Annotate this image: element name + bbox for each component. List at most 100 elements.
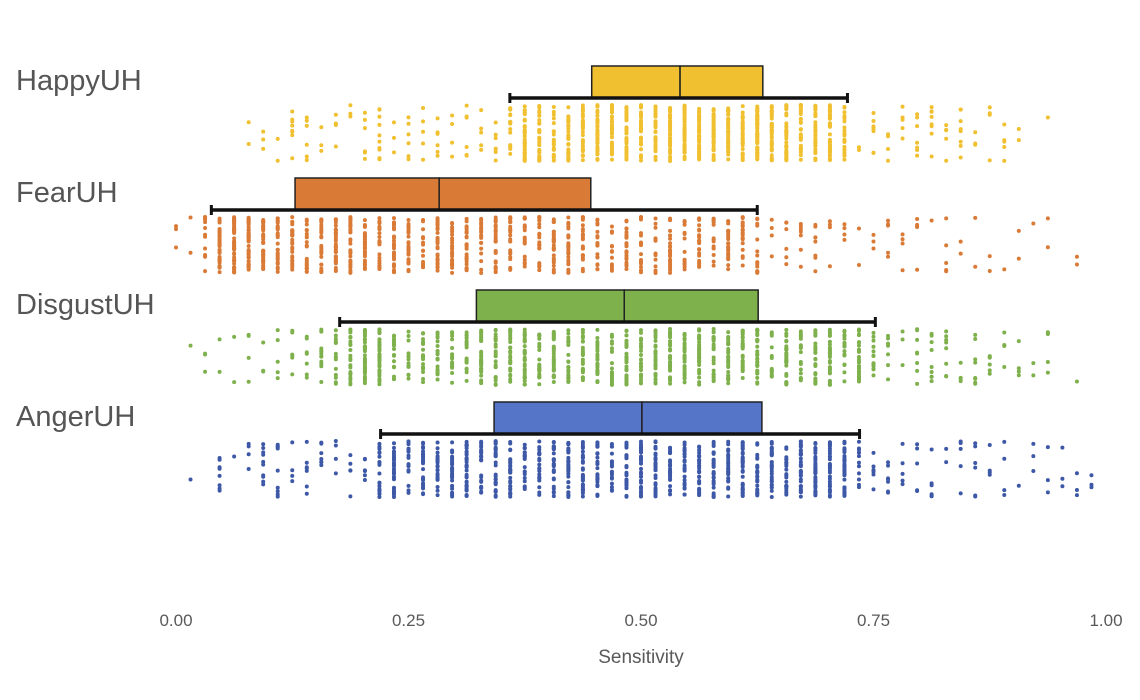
data-point [217,234,222,239]
data-point [668,359,673,364]
data-point [682,231,687,236]
data-point [726,452,731,457]
data-point [304,234,309,239]
data-point [726,381,731,386]
data-point [406,333,411,338]
data-point [668,343,673,348]
data-point [275,494,280,499]
data-point [784,246,789,251]
data-point [929,365,934,370]
data-point [711,355,716,360]
data-point [798,132,803,137]
data-point [537,357,542,362]
box-lower [475,289,626,323]
data-point [871,334,876,339]
data-point [595,254,600,259]
data-point [493,453,498,458]
data-point [493,237,498,242]
data-point [595,157,600,162]
data-point [697,140,702,145]
data-point [304,154,309,159]
data-point [740,120,745,125]
data-point [522,476,527,481]
data-point [769,371,774,376]
data-point [493,132,498,137]
data-point [813,479,818,484]
data-point [958,440,963,445]
data-point [929,131,934,136]
data-point [406,448,411,453]
data-point [987,105,992,110]
data-point [304,217,309,222]
data-point [421,353,426,358]
data-point [639,215,643,220]
data-point [653,374,658,379]
data-point [551,469,556,474]
data-point [609,244,614,249]
data-point [784,103,789,108]
data-point [639,241,643,246]
data-point [798,367,803,372]
data-point [450,461,455,466]
data-point [232,269,237,274]
data-point [377,450,382,455]
data-point [798,103,803,108]
data-point [711,148,716,153]
data-point [595,451,600,456]
data-point [493,250,498,255]
data-point [784,121,789,126]
data-point [682,267,687,272]
data-point [522,260,527,265]
data-point [319,359,324,364]
data-point [958,143,963,148]
data-point [711,342,716,347]
data-point [798,112,803,117]
data-point [668,114,673,119]
data-point [435,339,440,344]
data-point [711,368,716,373]
data-point [304,269,309,274]
data-point [653,268,658,273]
data-point [421,440,426,445]
data-point [362,265,367,270]
data-point [609,366,614,371]
data-point [726,456,731,461]
data-point [464,475,469,480]
data-point [362,245,367,250]
data-point [537,475,542,480]
data-point [464,103,469,108]
data-point [435,455,440,460]
data-point [551,451,556,456]
data-point [958,375,963,380]
data-point [886,460,891,465]
data-point [871,373,876,378]
data-point [290,372,295,377]
data-point [566,118,571,123]
data-point [1074,488,1079,493]
data-point [624,131,629,136]
data-point [827,454,832,459]
data-point [682,122,687,127]
data-point [551,351,556,356]
data-point [958,491,963,496]
data-point [711,372,716,377]
data-point [551,132,556,137]
data-point [275,251,280,256]
data-point [682,154,687,159]
data-point [479,444,484,449]
data-point [609,224,614,229]
data-point [813,235,818,240]
data-point [653,335,658,340]
data-point [668,233,673,238]
data-point [450,232,455,237]
data-point [537,235,542,240]
data-point [319,254,324,259]
data-point [973,141,978,146]
data-point [682,442,687,447]
data-point [537,105,542,110]
data-point [319,234,324,239]
data-point [726,237,731,242]
data-point [275,265,280,270]
data-point [319,451,324,456]
data-point [624,483,629,488]
